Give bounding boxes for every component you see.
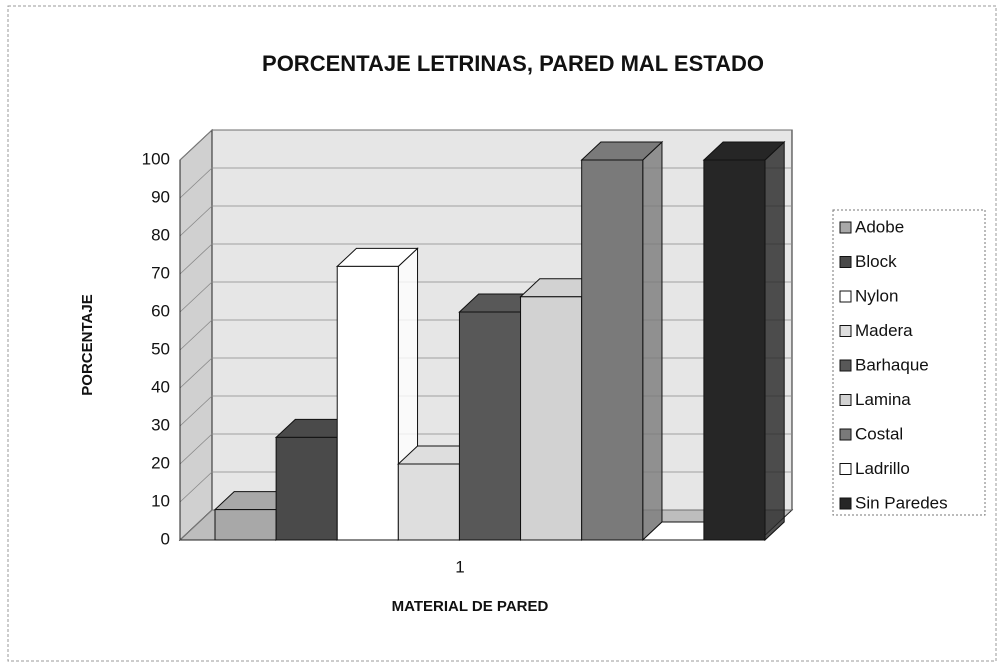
bar (214, 509, 277, 541)
y-tick-label: 70 (151, 263, 170, 282)
bar (275, 436, 338, 541)
y-tick-label: 20 (151, 453, 170, 472)
legend-swatch (839, 463, 852, 475)
legend-label: Barhaque (855, 355, 929, 374)
legend-label: Block (855, 252, 897, 271)
y-tick-label: 30 (151, 415, 170, 434)
grid-line-side (179, 281, 213, 313)
y-tick-label: 0 (161, 529, 170, 548)
legend-label: Madera (855, 321, 913, 340)
legend-swatch (839, 221, 852, 234)
y-tick-label: 50 (151, 339, 170, 358)
legend-swatch (839, 394, 852, 406)
grid-line-side (179, 319, 213, 351)
bar (336, 265, 399, 541)
y-tick-label: 80 (151, 225, 170, 244)
grid-line-side (179, 129, 213, 161)
legend-box (832, 209, 986, 516)
grid-line-side (179, 357, 213, 389)
bar (520, 296, 583, 541)
y-tick-label: 100 (142, 149, 170, 168)
x-axis-label: MATERIAL DE PARED (392, 598, 549, 615)
y-axis-label: PORCENTAJE (79, 294, 96, 395)
y-tick-label: 40 (151, 377, 170, 396)
bar (581, 159, 644, 541)
legend-swatch (839, 428, 852, 441)
legend-swatch (839, 497, 852, 510)
grid-line-side (179, 205, 213, 237)
x-tick-label: 1 (455, 557, 464, 576)
grid-line-side (179, 509, 213, 541)
bar (458, 311, 522, 541)
grid-line-side (179, 167, 213, 199)
chart-title: PORCENTAJE LETRINAS, PARED MAL ESTADO (262, 51, 764, 76)
legend-swatch (839, 290, 852, 303)
legend-label: Costal (855, 424, 903, 443)
legend-label: Ladrillo (855, 459, 910, 478)
y-tick-label: 60 (151, 301, 170, 320)
legend-label: Adobe (855, 217, 904, 236)
legend-label: Sin Paredes (855, 493, 948, 512)
bar-side (764, 140, 785, 542)
grid-line-side (179, 433, 213, 465)
legend-label: Nylon (855, 286, 898, 305)
legend-swatch (839, 256, 852, 268)
y-tick-label: 90 (151, 187, 170, 206)
grid-line-side (179, 243, 213, 275)
legend-label: Lamina (855, 390, 911, 409)
grid-line-side (179, 395, 213, 427)
legend-swatch (839, 359, 852, 372)
legend-swatch (839, 325, 852, 337)
bar (397, 463, 460, 541)
bar-side (642, 140, 663, 542)
grid-line-side (179, 471, 213, 503)
bar (703, 159, 766, 541)
y-tick-label: 10 (151, 491, 170, 510)
